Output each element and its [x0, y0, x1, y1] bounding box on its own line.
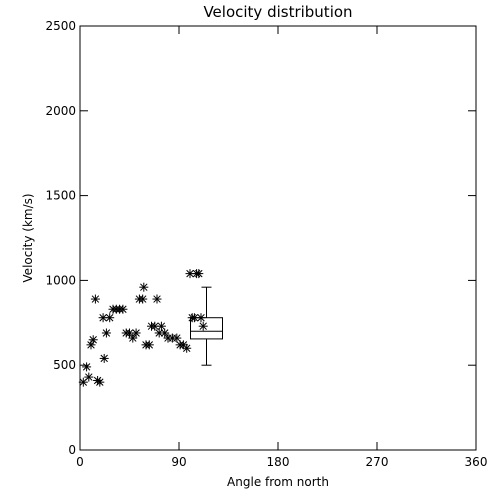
axis-ticks: 0 90 180 270 360 0 500 1000 1500 2000 2500: [45, 19, 487, 469]
plot-area-frame: [79, 25, 477, 451]
y-tick-label: 0: [68, 443, 76, 457]
y-axis-label: Velocity (km/s): [21, 193, 35, 282]
data-point: [78, 377, 88, 387]
x-tick-label: 180: [267, 455, 290, 469]
x-tick-label: 0: [76, 455, 84, 469]
data-point: [144, 340, 154, 350]
data-point: [95, 377, 105, 387]
data-point: [131, 328, 141, 338]
chart-title: Velocity distribution: [203, 3, 352, 21]
data-point: [90, 294, 100, 304]
data-point: [82, 362, 92, 372]
data-point: [101, 328, 111, 338]
x-tick-label: 360: [465, 455, 488, 469]
x-tick-label: 90: [171, 455, 186, 469]
data-point: [160, 328, 170, 338]
boxplot: [190, 286, 223, 366]
y-tick-label: 2500: [45, 19, 76, 33]
data-point: [99, 353, 109, 363]
x-axis-label: Angle from north: [227, 475, 329, 489]
y-tick-label: 1000: [45, 273, 76, 287]
y-tick-label: 1500: [45, 189, 76, 203]
data-point: [105, 313, 115, 323]
data-point: [194, 269, 204, 279]
data-point: [88, 335, 98, 345]
y-tick-label: 500: [53, 358, 76, 372]
data-point: [138, 294, 148, 304]
data-point: [118, 304, 128, 314]
data-point: [172, 333, 182, 343]
data-point: [152, 294, 162, 304]
data-point: [128, 333, 138, 343]
data-point: [156, 321, 166, 331]
data-point: [198, 321, 208, 331]
data-point: [139, 282, 149, 292]
data-point: [182, 343, 192, 353]
x-tick-label: 270: [366, 455, 389, 469]
scatter-points: [78, 269, 208, 387]
data-point: [84, 372, 94, 382]
y-tick-label: 2000: [45, 104, 76, 118]
